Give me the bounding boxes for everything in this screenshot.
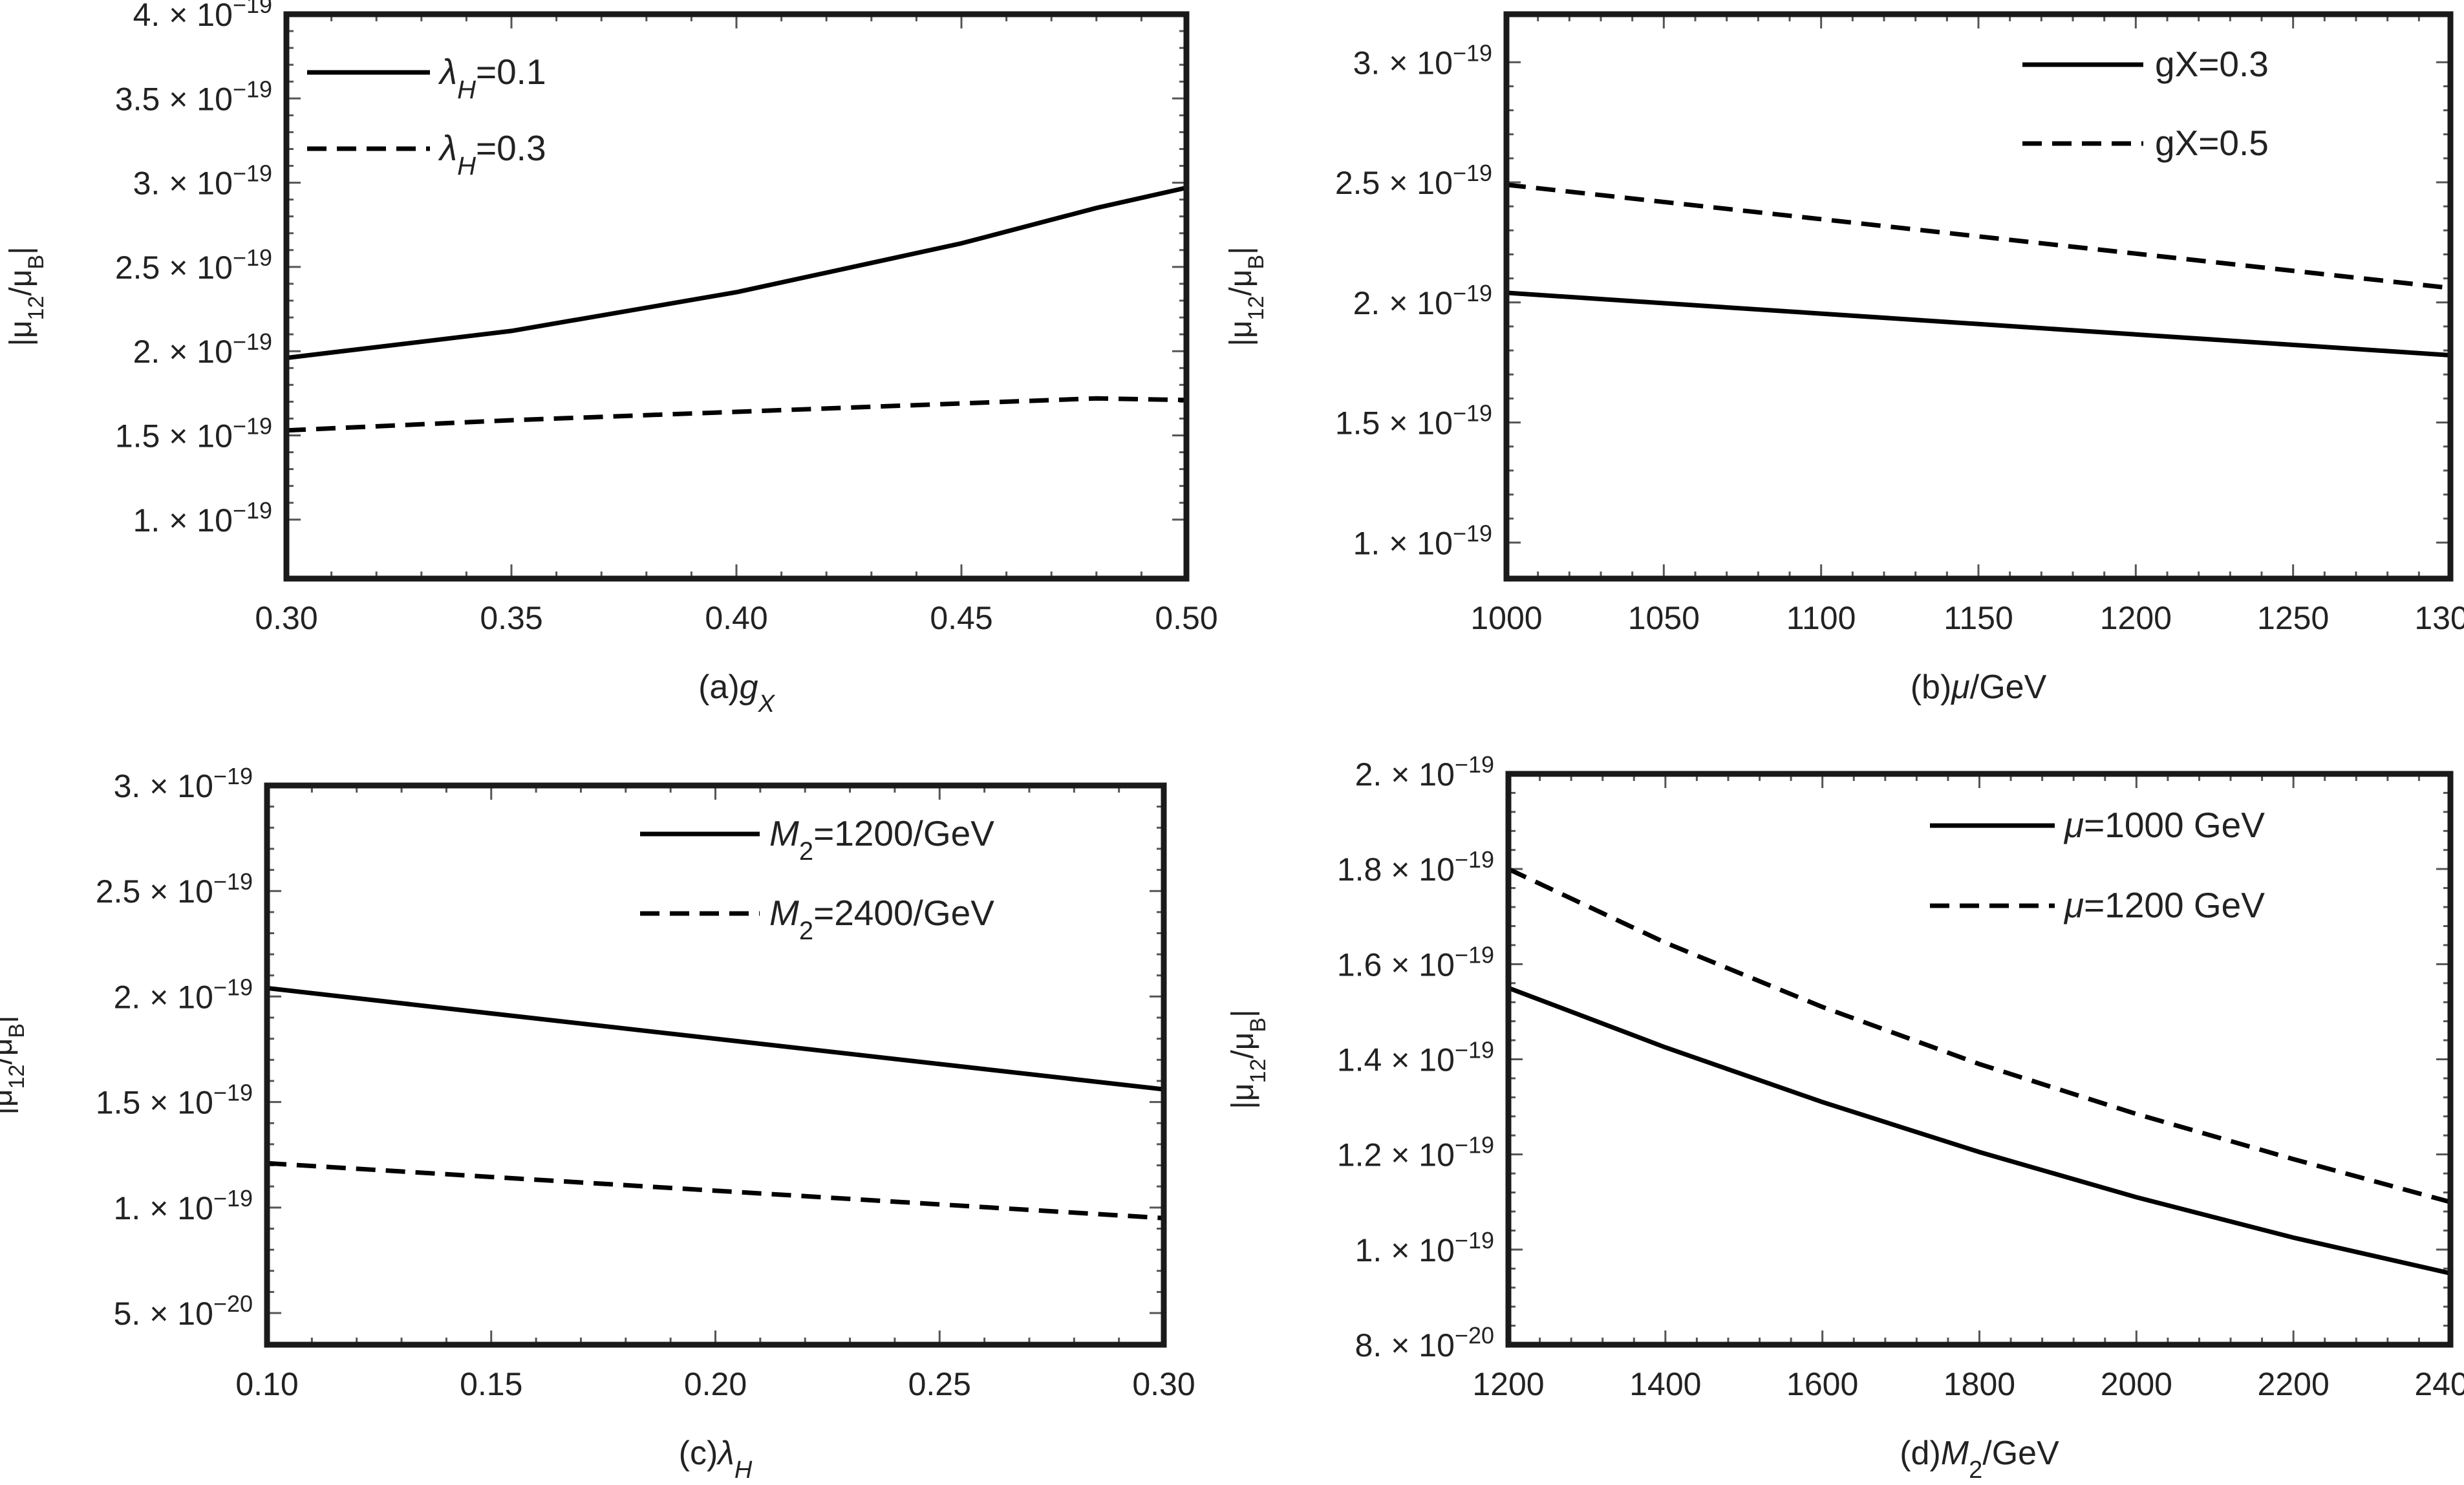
y-tick-label: 3. × 10−19 [1353,39,1492,81]
legend-label: gX=0.3 [2155,44,2269,84]
y-tick-label: 3. × 10−19 [114,763,253,805]
legend-label: μ=1200 GeV [2063,885,2265,925]
x-tick-label: 0.50 [1155,600,1217,636]
x-axis-label: (a)gX [698,668,775,718]
y-tick-label: 1.2 × 10−19 [1337,1131,1494,1173]
x-axis-label: (d)M2/GeV [1900,1435,2059,1484]
chart-panel-d: 8. × 10−20 1. × 10−19 1.2 × 10−19 1.4 × 10−… [1226,751,2464,1484]
legend-label: λH=0.1 [438,52,546,104]
x-tick-label: 1300 [2414,600,2464,636]
series-line-solid [1506,290,2450,358]
y-tick-label: 2. × 10−19 [1353,279,1492,321]
x-tick-label: 1100 [1786,600,1856,636]
chart-panel-c: 5. × 10−20 1. × 10−19 1.5 × 10−19 2. × 10−1… [0,763,1195,1484]
y-tick-label: 2.5 × 10−19 [96,868,253,910]
y-axis-label: |μ12/μB| [4,246,48,346]
legend-label: M2=1200/GeV [769,813,994,866]
y-tick-label: 2.5 × 10−19 [1335,160,1492,202]
y-tick-label: 1. × 10−19 [133,497,272,539]
y-tick-label: 1.5 × 10−19 [115,412,272,454]
series-line-solid [1508,985,2450,1276]
x-tick-label: 1200 [1472,1366,1544,1402]
y-tick-label: 2. × 10−19 [1355,751,1494,793]
series-line-dashed [267,1160,1164,1221]
y-tick-label: 1.6 × 10−19 [1337,941,1494,983]
y-axis-label: |μ12/μB| [1224,246,1269,346]
x-tick-label: 1800 [1944,1366,2015,1402]
x-tick-label: 0.30 [255,600,317,636]
x-tick-label: 1250 [2257,600,2329,636]
plot-frame [283,11,1190,582]
x-tick-label: 2000 [2101,1366,2172,1402]
legend-label: M2=2400/GeV [769,893,994,945]
chart-panel-b: 1. × 10−19 1.5 × 10−19 2. × 10−19 2.5 × 10−… [1224,11,2464,706]
x-tick-label: 2200 [2258,1366,2330,1402]
series-line-dashed [286,396,1186,433]
legend-label: λH=0.3 [438,128,546,180]
y-tick-label: 1.5 × 10−19 [96,1079,253,1121]
legend-label: gX=0.5 [2155,123,2269,163]
y-tick-label: 2.5 × 10−19 [115,244,272,286]
x-tick-label: 1200 [2100,600,2172,636]
x-tick-label: 1150 [1944,600,2013,636]
x-tick-label: 0.30 [1132,1366,1195,1402]
x-tick-label: 0.15 [460,1366,522,1402]
x-tick-label: 1050 [1628,600,1700,636]
legend-label: μ=1000 GeV [2063,805,2265,845]
series-line-solid [286,185,1186,361]
x-tick-label: 0.25 [908,1366,971,1402]
x-tick-label: 2400 [2414,1366,2464,1402]
y-tick-label: 1. × 10−19 [1355,1226,1494,1268]
x-tick-label: 1000 [1470,600,1542,636]
y-tick-label: 1.5 × 10−19 [1335,400,1492,442]
y-tick-label: 3. × 10−19 [133,160,272,202]
x-tick-label: 0.45 [930,600,992,636]
plot-frame [264,782,1167,1348]
x-tick-label: 0.40 [705,600,767,636]
y-tick-label: 3.5 × 10−19 [115,76,272,118]
x-tick-label: 0.35 [480,600,542,636]
plot-frame [1503,11,2454,582]
x-axis-label: (c)λH [679,1435,753,1484]
y-axis-label: |μ12/μB| [1226,1009,1270,1109]
y-tick-label: 1. × 10−19 [114,1184,253,1226]
x-tick-label: 0.10 [235,1366,298,1402]
y-tick-label: 5. × 10−20 [114,1290,253,1332]
y-tick-label: 4. × 10−19 [133,0,272,33]
series-line-solid [267,985,1164,1092]
x-tick-label: 1600 [1786,1366,1858,1402]
y-tick-label: 8. × 10−20 [1355,1322,1494,1364]
y-tick-label: 1. × 10−19 [1353,520,1492,562]
chart-panel-a: 1. × 10−19 1.5 × 10−19 2. × 10−19 2.5 × 10−… [4,0,1218,718]
series-line-dashed [1508,867,2450,1204]
x-axis-label: (b)μ/GeV [1911,668,2047,706]
y-tick-label: 2. × 10−19 [114,974,253,1016]
series-line-dashed [1506,182,2450,290]
x-tick-label: 1400 [1629,1366,1701,1402]
y-axis-label: |μ12/μB| [0,1015,29,1115]
y-tick-label: 1.4 × 10−19 [1337,1036,1494,1078]
y-tick-label: 1.8 × 10−19 [1337,846,1494,888]
plot-frame [1505,771,2454,1348]
y-tick-label: 2. × 10−19 [133,328,272,370]
x-tick-label: 0.20 [684,1366,747,1402]
